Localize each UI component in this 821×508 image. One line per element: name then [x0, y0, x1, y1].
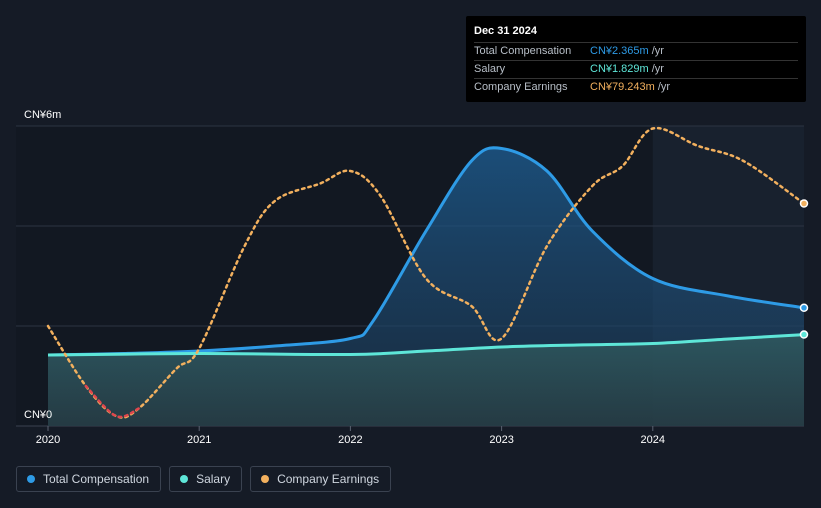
legend-label: Salary [196, 472, 231, 486]
tooltip-row-total-compensation: Total Compensation CN¥2.365m /yr [474, 43, 798, 61]
total-compensation-line [47, 146, 805, 357]
legend-dot-icon [180, 475, 189, 483]
legend-label: Total Compensation [43, 472, 150, 486]
x-tick-label: 2022 [338, 434, 362, 446]
tooltip-label: Company Earnings [474, 81, 568, 93]
tooltip: Dec 31 2024 Total Compensation CN¥2.365m… [466, 16, 806, 102]
tooltip-unit: /yr [657, 81, 671, 93]
tooltip-date: Dec 31 2024 [474, 24, 798, 43]
legend-dot-icon [261, 475, 270, 483]
end-marker [799, 199, 809, 208]
tooltip-unit: /yr [651, 63, 664, 75]
y-axis: CN¥6m CN¥0 [24, 109, 61, 421]
tooltip-value: CN¥79.243m [590, 81, 655, 93]
tooltip-value: CN¥2.365m [590, 45, 649, 57]
legend-dot-icon [27, 475, 35, 483]
legend-item-company-earnings[interactable]: Company Earnings [250, 466, 392, 492]
x-tick-label: 2020 [36, 434, 60, 446]
legend-item-salary[interactable]: Salary [169, 466, 243, 492]
x-axis: 2020 2021 2022 2023 2024 [36, 426, 665, 446]
earnings-line [46, 126, 806, 419]
tooltip-label: Total Compensation [474, 45, 572, 57]
end-marker [799, 330, 809, 339]
earnings-low-segment [84, 384, 140, 419]
salary-line [47, 333, 805, 357]
y-tick-label: CN¥0 [24, 409, 52, 421]
legend-item-total-compensation[interactable]: Total Compensation [16, 466, 162, 492]
tooltip-row-salary: Salary CN¥1.829m /yr [474, 61, 798, 79]
company-earnings-line [46, 126, 806, 419]
end-markers [799, 199, 809, 339]
legend: Total Compensation Salary Company Earnin… [16, 466, 392, 492]
x-tick-label: 2021 [187, 434, 211, 446]
end-marker [799, 303, 809, 312]
x-tick-label: 2023 [489, 434, 513, 446]
salary-area [48, 334, 804, 426]
legend-label: Company Earnings [277, 472, 380, 486]
y-tick-label: CN¥6m [24, 109, 61, 121]
tooltip-row-company-earnings: Company Earnings CN¥79.243m /yr [474, 79, 798, 96]
x-tick-label: 2024 [641, 434, 665, 446]
tooltip-value: CN¥1.829m [590, 63, 649, 75]
tooltip-label: Salary [474, 63, 506, 75]
tooltip-unit: /yr [651, 45, 664, 57]
